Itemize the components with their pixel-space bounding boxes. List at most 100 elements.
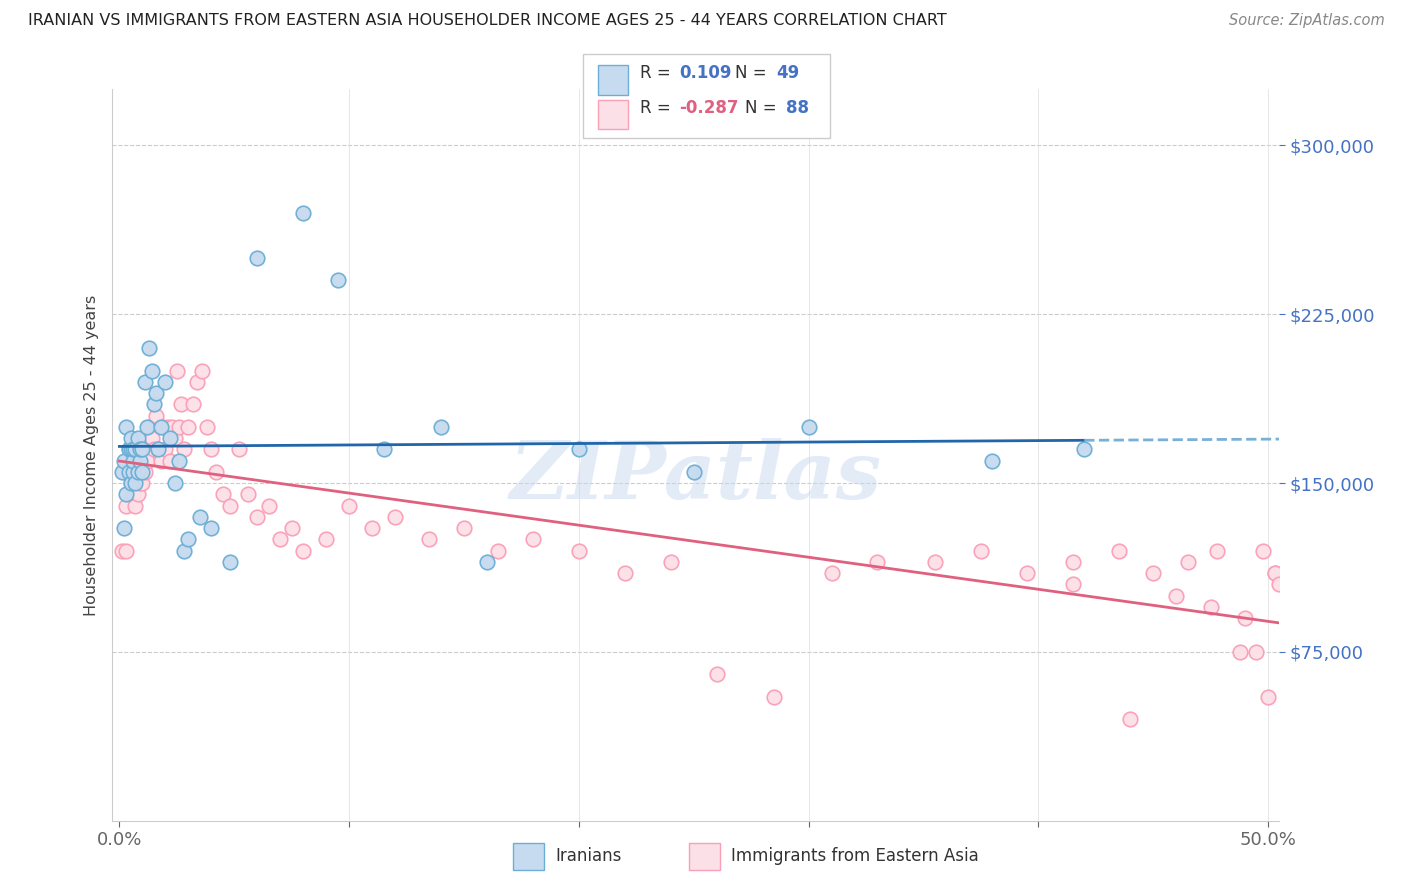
Point xyxy=(218,499,240,513)
Point xyxy=(111,465,134,479)
Point xyxy=(682,465,704,479)
Point xyxy=(138,419,160,434)
Point xyxy=(163,476,186,491)
Point xyxy=(1233,611,1256,625)
Point xyxy=(122,487,145,501)
Point xyxy=(131,465,153,479)
Point xyxy=(155,375,177,389)
Point xyxy=(141,431,163,445)
Point xyxy=(430,419,453,434)
Point xyxy=(117,465,139,479)
Point xyxy=(418,533,440,547)
Point xyxy=(188,509,211,524)
Point xyxy=(228,442,250,457)
Point xyxy=(257,499,280,513)
Point xyxy=(568,442,591,457)
Text: R =: R = xyxy=(640,99,676,117)
Point xyxy=(134,375,156,389)
Point xyxy=(1062,555,1084,569)
Point xyxy=(1229,645,1251,659)
Point xyxy=(124,476,146,491)
Point xyxy=(148,442,170,457)
Point xyxy=(120,442,142,457)
Point xyxy=(141,363,163,377)
Point xyxy=(177,533,200,547)
Point xyxy=(117,465,139,479)
Point xyxy=(115,543,138,558)
Point xyxy=(129,442,152,457)
Point xyxy=(115,487,138,501)
Point xyxy=(568,543,591,558)
Point xyxy=(148,442,170,457)
Point xyxy=(122,453,145,467)
Point xyxy=(134,442,156,457)
Point xyxy=(292,543,315,558)
Point xyxy=(981,453,1004,467)
Point xyxy=(177,419,200,434)
Point xyxy=(191,363,214,377)
Point xyxy=(486,543,509,558)
Point xyxy=(373,442,395,457)
Point xyxy=(124,499,146,513)
Point xyxy=(1253,543,1275,558)
Point xyxy=(205,465,228,479)
Point xyxy=(127,453,149,467)
Point xyxy=(1264,566,1286,580)
Point xyxy=(1164,589,1187,603)
Point xyxy=(159,453,181,467)
Point xyxy=(112,465,135,479)
Point xyxy=(326,273,349,287)
Point xyxy=(142,397,165,411)
Point xyxy=(131,442,153,457)
Point xyxy=(522,533,544,547)
Point xyxy=(111,543,134,558)
Point xyxy=(152,419,174,434)
Point xyxy=(1264,566,1286,580)
Point xyxy=(1015,566,1038,580)
Point xyxy=(129,476,152,491)
Point xyxy=(115,499,138,513)
Point xyxy=(129,453,152,467)
Point xyxy=(186,375,208,389)
Point xyxy=(613,566,636,580)
Point xyxy=(475,555,498,569)
Point xyxy=(200,442,222,457)
Point xyxy=(159,431,181,445)
Point xyxy=(145,386,167,401)
Point xyxy=(1142,566,1164,580)
Point xyxy=(181,397,204,411)
Text: Immigrants from Eastern Asia: Immigrants from Eastern Asia xyxy=(731,847,979,865)
Point xyxy=(122,442,145,457)
Point xyxy=(1073,442,1095,457)
Point xyxy=(136,419,159,434)
Point xyxy=(218,555,240,569)
Point xyxy=(384,509,406,524)
Point xyxy=(1062,577,1084,591)
Point xyxy=(1246,645,1268,659)
Point xyxy=(122,465,145,479)
Point xyxy=(337,499,360,513)
Point xyxy=(124,442,146,457)
Point xyxy=(1257,690,1279,704)
Point xyxy=(160,419,183,434)
Point xyxy=(163,431,186,445)
Point xyxy=(167,419,190,434)
Point xyxy=(1268,577,1291,591)
Point xyxy=(120,453,142,467)
Point xyxy=(112,521,135,535)
Text: 0.109: 0.109 xyxy=(679,64,731,82)
Point xyxy=(970,543,993,558)
Point xyxy=(763,690,786,704)
Point xyxy=(156,419,179,434)
Point xyxy=(797,419,820,434)
Point xyxy=(134,465,156,479)
Point xyxy=(120,476,142,491)
Text: R =: R = xyxy=(640,64,676,82)
Point xyxy=(195,419,218,434)
Point xyxy=(924,555,946,569)
Point xyxy=(706,667,728,681)
Text: N =: N = xyxy=(735,64,772,82)
Point xyxy=(127,465,149,479)
Text: 88: 88 xyxy=(786,99,808,117)
Text: Source: ZipAtlas.com: Source: ZipAtlas.com xyxy=(1229,13,1385,29)
